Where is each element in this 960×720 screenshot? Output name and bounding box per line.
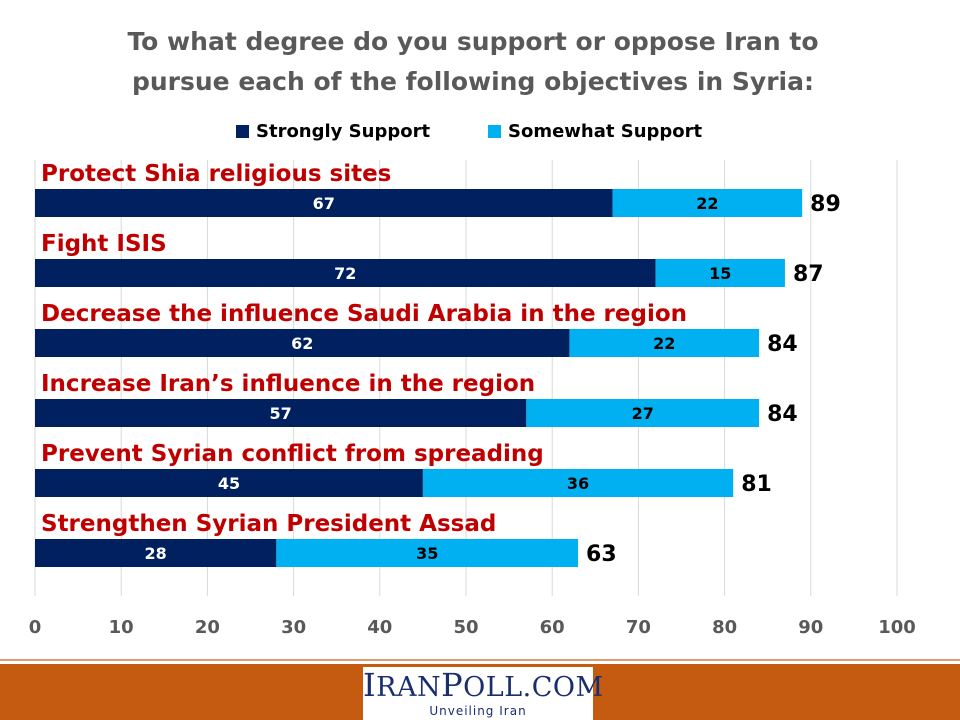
data-label: 72	[334, 264, 356, 283]
x-tick-label: 60	[540, 617, 565, 638]
category-label: Fight ISIS	[41, 231, 167, 257]
data-label: 28	[145, 544, 167, 563]
x-tick-label: 20	[195, 617, 220, 638]
legend: Strongly Support Somewhat Support	[0, 121, 960, 145]
legend-label-strongly-support: Strongly Support	[256, 121, 431, 142]
total-label: 84	[767, 332, 798, 357]
category-label: Increase Iran’s influence in the region	[41, 371, 535, 397]
iranpoll-logo: IRANPOLL.COM Unveiling Iran	[363, 666, 604, 720]
x-tick-label: 40	[367, 617, 392, 638]
footer-rule	[0, 659, 960, 661]
bar-segment	[35, 399, 527, 427]
logo-tagline: Unveiling Iran	[429, 704, 527, 718]
stacked-bar-chart: 0 10 20 30 40 50 60 70 80 90 100 Protect Shia relig…	[29, 160, 916, 638]
bar-segment	[569, 329, 760, 357]
category-label: Protect Shia religious sites	[41, 161, 391, 187]
x-tick-label: 90	[798, 617, 823, 638]
x-tick-label: 30	[281, 617, 306, 638]
category-label: Strengthen Syrian President Assad	[41, 511, 496, 537]
x-tick-label: 100	[878, 617, 916, 638]
title-line-1: To what degree do you support or oppose …	[127, 27, 819, 56]
data-label: 62	[291, 334, 313, 353]
legend-swatch-somewhat-support	[488, 125, 501, 138]
legend-item-strongly-support: Strongly Support	[236, 121, 430, 142]
data-label: 27	[632, 404, 654, 423]
x-tick-label: 10	[109, 617, 134, 638]
x-tick-label: 80	[712, 617, 737, 638]
category-label: Prevent Syrian conflict from spreading	[41, 441, 544, 467]
logo-name: IRANPOLL.COM	[363, 666, 604, 704]
data-label: 22	[653, 334, 675, 353]
total-label: 81	[741, 472, 772, 497]
data-label: 67	[313, 194, 335, 213]
bar-segment	[422, 469, 734, 497]
bar-segment	[655, 259, 785, 287]
chart-title: To what degree do you support or oppose …	[60, 22, 886, 102]
bar-segment	[35, 469, 423, 497]
legend-label-somewhat-support: Somewhat Support	[508, 121, 703, 142]
total-label: 87	[793, 262, 824, 287]
bar-segment	[35, 259, 656, 287]
data-label: 22	[696, 194, 718, 213]
data-label: 15	[709, 264, 731, 283]
x-tick-label: 70	[626, 617, 651, 638]
title-line-2: pursue each of the following objectives …	[131, 67, 814, 96]
bar-segment	[612, 189, 803, 217]
data-label: 57	[270, 404, 292, 423]
bar-segment	[35, 189, 613, 217]
bar-segment	[276, 539, 579, 567]
x-tick-label: 0	[29, 617, 42, 638]
data-label: 36	[567, 474, 589, 493]
total-label: 89	[810, 192, 841, 217]
bar-segment	[35, 329, 570, 357]
bar-segment	[526, 399, 760, 427]
data-label: 45	[218, 474, 240, 493]
total-label: 84	[767, 402, 798, 427]
x-tick-label: 50	[453, 617, 478, 638]
legend-swatch-strongly-support	[236, 125, 249, 138]
category-label: Decrease the influence Saudi Arabia in t…	[41, 301, 687, 327]
bar-segment	[35, 539, 277, 567]
data-label: 35	[416, 544, 438, 563]
total-label: 63	[586, 542, 617, 567]
legend-item-somewhat-support: Somewhat Support	[488, 121, 702, 142]
